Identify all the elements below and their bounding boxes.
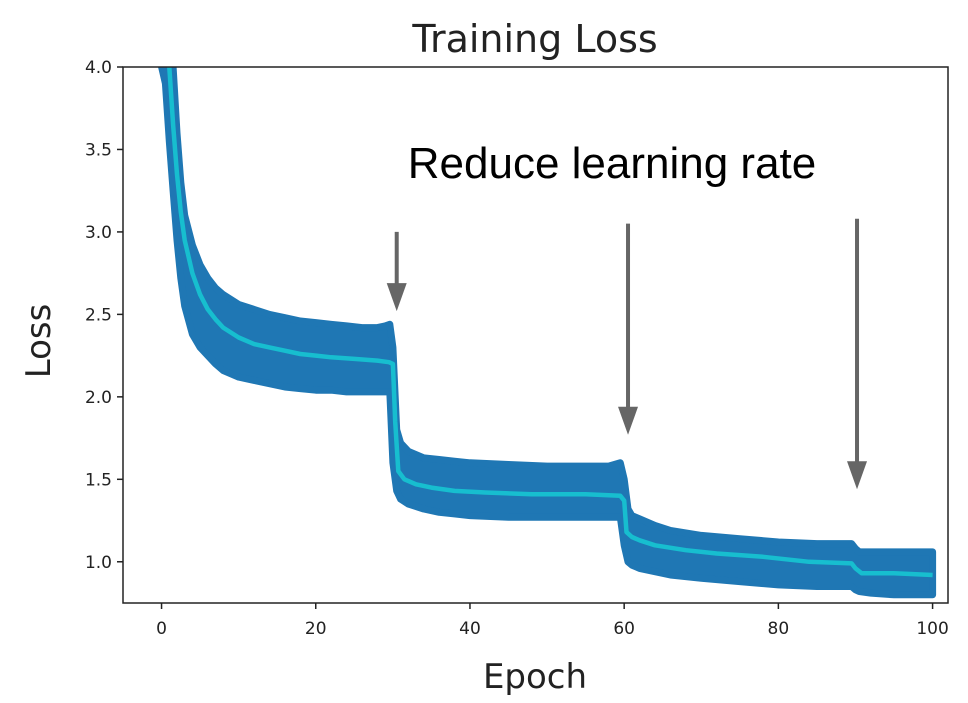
- smoothed-loss-layer: [167, 67, 933, 578]
- y-tick-label: 2.5: [85, 305, 112, 325]
- chart-title: Training Loss: [411, 17, 657, 61]
- y-tick-label: 1.0: [85, 553, 112, 573]
- y-tick-label: 3.0: [85, 223, 112, 243]
- x-tick-label: 20: [305, 619, 327, 639]
- lr-drop-arrow-2: [618, 223, 639, 435]
- annotation-arrows-layer: [386, 218, 868, 490]
- x-tick-label: 0: [156, 619, 167, 639]
- y-tick-label: 2.0: [85, 388, 112, 408]
- x-tick-label: 60: [613, 619, 635, 639]
- plot-frame: [122, 66, 949, 604]
- x-tick-label: 100: [916, 619, 948, 639]
- lr-drop-arrow-1: [386, 231, 407, 312]
- x-axis-ticks: 0 20 40 60 80 100: [156, 603, 949, 639]
- annotation-reduce-learning-rate: Reduce learning rate: [408, 139, 816, 188]
- x-axis-label: Epoch: [483, 657, 587, 697]
- y-axis-label: Loss: [19, 304, 59, 379]
- y-axis-ticks: 1.0 1.5 2.0 2.5 3.0 3.5 4.0: [85, 58, 123, 573]
- y-tick-label: 4.0: [85, 58, 112, 78]
- y-tick-label: 1.5: [85, 470, 112, 490]
- y-tick-label: 3.5: [85, 140, 112, 160]
- smoothed-loss-line: [167, 67, 933, 578]
- x-tick-label: 80: [768, 619, 790, 639]
- x-tick-label: 40: [459, 619, 481, 639]
- lr-drop-arrow-3: [847, 218, 868, 490]
